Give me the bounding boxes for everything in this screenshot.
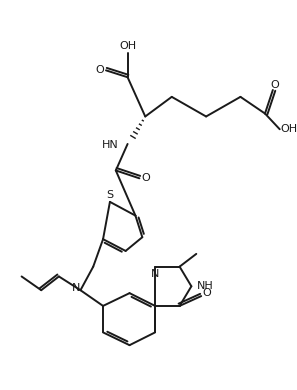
Text: O: O [203,288,211,298]
Text: N: N [72,283,81,293]
Text: N: N [151,269,159,278]
Text: S: S [106,190,113,200]
Text: OH: OH [119,41,136,51]
Text: O: O [142,173,151,183]
Text: OH: OH [280,124,297,134]
Text: O: O [271,80,279,90]
Text: NH: NH [197,281,214,291]
Text: HN: HN [102,140,119,150]
Text: O: O [96,66,105,75]
